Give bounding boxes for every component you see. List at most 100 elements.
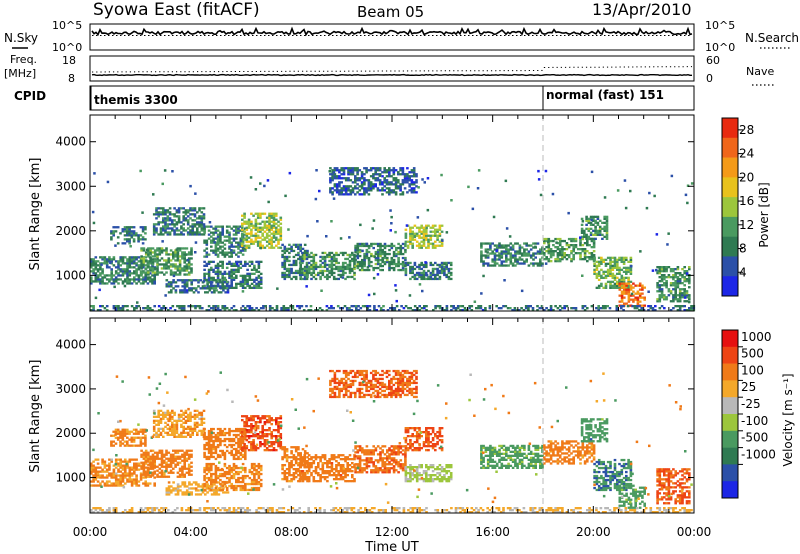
data-cell	[197, 493, 200, 496]
data-cell	[265, 216, 269, 219]
data-cell	[223, 455, 227, 459]
data-cell	[196, 425, 199, 428]
data-cell	[340, 193, 343, 196]
data-cell	[434, 232, 437, 235]
data-cell	[655, 233, 659, 236]
data-cell	[121, 476, 125, 479]
data-cell	[168, 433, 172, 436]
data-cell	[390, 256, 394, 260]
data-cell	[257, 262, 261, 265]
data-cell	[539, 248, 542, 251]
data-cell	[413, 238, 417, 241]
data-cell	[379, 242, 382, 246]
data-cell	[425, 230, 428, 233]
data-cell	[351, 191, 355, 194]
data-cell	[420, 244, 423, 247]
data-cell	[595, 286, 599, 289]
power-data-cells	[90, 167, 696, 312]
data-cell	[142, 257, 146, 260]
data-cell	[335, 177, 339, 180]
noise-left-tick-bottom: 10^0	[52, 41, 82, 54]
data-cell	[341, 273, 345, 277]
data-cell	[638, 282, 642, 285]
data-cell	[128, 474, 132, 477]
data-cell	[178, 247, 182, 250]
data-cell	[291, 307, 295, 310]
data-cell	[181, 491, 184, 494]
data-cell	[518, 262, 522, 265]
data-cell	[252, 240, 255, 243]
data-cell	[166, 427, 170, 430]
data-cell	[153, 249, 157, 252]
data-cell	[291, 305, 295, 308]
data-cell	[688, 278, 691, 281]
data-cell	[605, 223, 609, 226]
data-cell	[165, 449, 168, 452]
data-cell	[196, 233, 199, 236]
data-cell	[685, 278, 689, 281]
data-cell	[348, 255, 352, 259]
data-cell	[527, 264, 531, 267]
data-cell	[431, 263, 435, 267]
data-cell	[119, 434, 122, 437]
data-cell	[172, 489, 175, 492]
data-cell	[357, 305, 360, 308]
data-cell	[678, 298, 682, 301]
data-cell	[126, 436, 129, 439]
data-cell	[381, 183, 384, 186]
data-cell	[627, 270, 630, 273]
data-cell	[103, 256, 107, 259]
data-cell	[119, 470, 122, 473]
data-cell	[634, 292, 637, 295]
data-cell	[354, 181, 357, 184]
data-cell	[332, 275, 336, 279]
data-cell	[137, 276, 141, 279]
data-cell	[383, 250, 387, 254]
data-cell	[139, 169, 142, 173]
data-cell	[616, 286, 619, 289]
data-cell	[366, 309, 369, 312]
data-cell	[601, 307, 605, 310]
data-cell	[241, 239, 245, 242]
data-cell	[198, 223, 201, 226]
data-cell	[139, 444, 143, 447]
data-cell	[212, 439, 215, 443]
data-cell	[363, 260, 366, 264]
data-cell	[434, 234, 437, 237]
data-cell	[214, 227, 218, 230]
data-cell	[225, 282, 229, 285]
data-cell	[411, 238, 414, 241]
data-cell	[151, 463, 155, 466]
data-cell	[397, 187, 400, 190]
data-cell	[563, 254, 566, 257]
data-cell	[347, 179, 350, 182]
data-cell	[602, 258, 605, 261]
data-cell	[168, 211, 172, 214]
data-cell	[183, 493, 187, 496]
data-cell	[235, 229, 238, 232]
data-cell	[121, 474, 125, 477]
data-cell	[411, 275, 414, 279]
data-cell	[219, 455, 222, 459]
data-cell	[627, 260, 630, 263]
data-cell	[228, 443, 231, 447]
data-cell	[527, 307, 530, 310]
data-cell	[256, 226, 260, 229]
data-cell	[354, 254, 357, 258]
data-cell	[177, 229, 181, 232]
data-cell	[354, 169, 357, 172]
data-cell	[500, 260, 504, 263]
data-cell	[181, 473, 184, 476]
data-cell	[203, 482, 206, 486]
data-cell	[281, 255, 284, 259]
data-cell	[201, 491, 205, 494]
data-cell	[583, 235, 586, 238]
data-cell	[376, 173, 380, 176]
data-cell	[383, 167, 386, 170]
data-cell	[169, 259, 173, 262]
data-cell	[223, 451, 227, 455]
data-cell	[288, 247, 291, 250]
data-cell	[388, 264, 391, 268]
data-cell	[301, 255, 305, 259]
data-cell	[141, 430, 145, 433]
